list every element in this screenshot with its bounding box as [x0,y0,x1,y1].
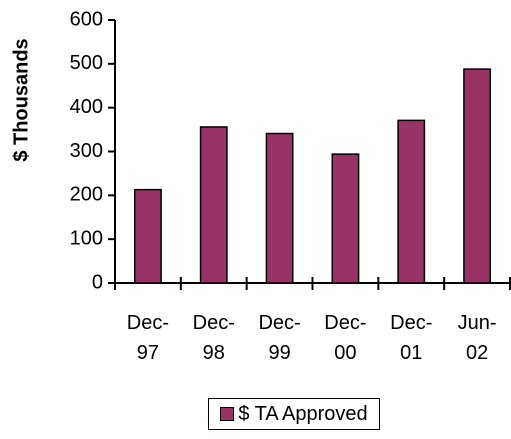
x-tick-label: Dec-00 [324,312,367,364]
y-tick-label: 300 [70,140,103,162]
y-tick-label: 200 [70,184,103,206]
x-tick-label: Dec-01 [390,312,433,364]
y-tick-label: 100 [70,227,103,249]
legend-label: $ TA Approved [238,402,368,425]
bar [199,126,228,284]
bar [397,119,426,284]
x-tick-label: Dec-97 [126,312,170,364]
y-tick-label: 600 [70,8,103,30]
bar [463,68,491,284]
x-tick-label: Jun-02 [457,312,497,364]
y-axis-label: $ Thousands [10,38,32,161]
x-tick-label: Dec-98 [192,312,235,364]
x-tick-label: Dec-99 [258,312,301,364]
legend: $ TA Approved [208,398,380,430]
bar [134,188,162,284]
bar [331,153,360,284]
legend-swatch [220,407,235,421]
y-tick-label: 400 [70,96,103,118]
y-tick-label: 0 [92,271,103,293]
y-tick-label: 500 [70,52,103,74]
bar [265,132,294,284]
